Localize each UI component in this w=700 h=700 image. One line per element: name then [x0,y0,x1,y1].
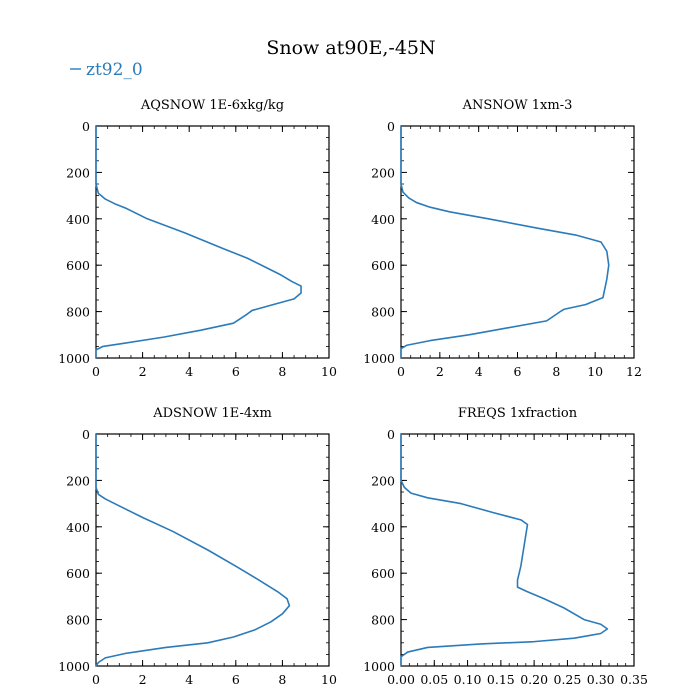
chart-panel-2: ANSNOW 1xm-3 0 2 4 6 8 10 12 0 200 400 600 800 1000 [363,98,642,379]
panel-title: ANSNOW 1xm-3 [462,98,573,113]
x-tick-label: 0 [397,364,405,379]
x-tick-label: 2 [139,672,147,687]
plot-frame [95,433,330,667]
x-tick-label: 10 [321,364,337,379]
x-tick-label: 4 [475,364,483,379]
y-tick-label: 600 [371,258,395,273]
chart-panel-4: FREQS 1xfraction 0.00 0.05 0.10 0.15 0.20 0.25… [363,406,648,687]
x-tick-label: 0.05 [420,672,448,687]
x-tick-label: 8 [278,364,286,379]
series-line [400,126,610,358]
x-tick-label: 2 [139,364,147,379]
x-tick-label: 8 [278,672,286,687]
series-line [95,434,291,667]
x-tick-label: 4 [185,672,193,687]
chart-panels: AQSNOW 1E-6xkg/kg0 2 4 6 8 100200400600800100… [58,98,648,687]
x-tick-label: 0.10 [454,672,482,687]
x-tick-label: 0.25 [554,672,582,687]
legend-label: zt92_0 [86,60,143,80]
panel-title: AQSNOW 1E-6xkg/kg [140,98,284,113]
x-tick-label: 0 [92,364,100,379]
figure-title: Snow at90E,-45N [266,37,435,59]
x-tick-label: 0 [92,672,100,687]
x-tick-label: 6 [232,672,240,687]
y-tick-label: 600 [371,566,395,581]
y-tick-label: 0 [82,119,90,134]
x-tick-label: 0.20 [520,672,548,687]
x-tick-label: 4 [185,364,193,379]
y-tick-label: 200 [66,473,90,488]
x-tick-label: 10 [321,672,337,687]
y-tick-label: 1000 [58,351,90,366]
plot-frame [400,433,635,667]
y-tick-label: 200 [66,165,90,180]
y-tick-label: 400 [66,212,90,227]
x-tick-label: 6 [514,364,522,379]
legend: zt92_0 [70,60,143,80]
y-tick-label: 1000 [363,659,395,674]
panel-title: ADSNOW 1E-4xm [152,406,272,421]
y-tick-label: 0 [387,427,395,442]
x-tick-label: 2 [436,364,444,379]
y-tick-label: 0 [82,427,90,442]
y-tick-label: 800 [371,613,395,628]
chart-panel-1: AQSNOW 1E-6xkg/kg 0 2 4 6 8 10 0 200 400 600 800 100… [58,98,337,379]
y-tick-label: 0 [387,119,395,134]
x-tick-label: 8 [552,364,560,379]
panel-title: FREQS 1xfraction [458,406,578,421]
y-tick-label: 800 [66,613,90,628]
x-tick-label: 0.15 [487,672,515,687]
series-line [95,126,302,358]
y-tick-label: 800 [371,305,395,320]
y-tick-label: 600 [66,258,90,273]
x-tick-label: 0.30 [587,672,615,687]
series-line [400,434,609,666]
x-tick-label: 10 [587,364,603,379]
y-tick-label: 200 [371,473,395,488]
chart-panel-3: ADSNOW 1E-4xm 0 2 4 6 8 10 0 200 400 600 800 1000 [58,406,337,687]
x-tick-label: 12 [626,364,642,379]
y-tick-label: 800 [66,305,90,320]
x-tick-label: 6 [232,364,240,379]
y-tick-label: 400 [371,520,395,535]
y-tick-label: 600 [66,566,90,581]
y-tick-label: 1000 [58,659,90,674]
y-tick-label: 400 [66,520,90,535]
y-tick-label: 1000 [363,351,395,366]
x-tick-label: 0.35 [620,672,648,687]
y-tick-label: 200 [371,165,395,180]
x-tick-label: 0.00 [387,672,415,687]
y-tick-label: 400 [371,212,395,227]
plot-frame [95,125,330,359]
